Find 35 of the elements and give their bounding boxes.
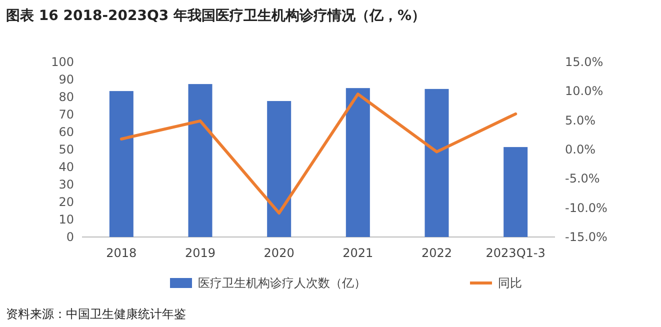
y-tick-label: 60 <box>58 125 74 139</box>
y2-tick-label: -5.0% <box>565 172 600 186</box>
y2-tick-label: -10.0% <box>565 200 608 215</box>
y-tick-label: 90 <box>58 72 74 86</box>
bar <box>109 91 134 237</box>
x-tick-label: 2023Q1-3 <box>486 246 546 260</box>
y2-tick-label: 10.0% <box>565 84 604 98</box>
x-tick-label: 2020 <box>264 246 294 260</box>
y-tick-label: 50 <box>58 142 74 156</box>
y2-tick-label: 5.0% <box>565 113 596 128</box>
y-tick-label: 20 <box>58 195 74 209</box>
x-tick-label: 2021 <box>342 246 374 260</box>
y-tick-label: 40 <box>58 160 74 174</box>
legend-label: 医疗卫生机构诊疗人次数（亿） <box>198 276 366 290</box>
y-tick-label: 70 <box>58 108 74 122</box>
y-tick-label: 10 <box>58 212 74 226</box>
y-tick-label: 100 <box>51 55 74 69</box>
legend-label: 同比 <box>498 276 522 290</box>
y-tick-label: 0 <box>66 230 74 244</box>
bar <box>424 88 449 237</box>
bar <box>188 84 212 237</box>
text: 资料来源：中国卫生健康统计年鉴 <box>6 307 186 321</box>
y2-tick-label: -15.0% <box>565 230 608 244</box>
y-tick-label: 30 <box>58 178 74 192</box>
bar <box>504 147 528 237</box>
bar <box>346 88 370 237</box>
y-tick-label: 80 <box>58 90 74 104</box>
line-series <box>120 92 518 215</box>
x-tick-label: 2018 <box>106 246 137 260</box>
bar <box>267 101 292 237</box>
x-tick-label: 2019 <box>184 246 216 260</box>
y2-tick-label: 15.0% <box>565 55 604 69</box>
x-tick-label: 2022 <box>421 246 452 260</box>
chart-title: 图表 16 2018-2023Q3 年我国医疗卫生机构诊疗情况（亿，%） <box>6 7 426 24</box>
y2-tick-label: 0.0% <box>565 142 596 156</box>
